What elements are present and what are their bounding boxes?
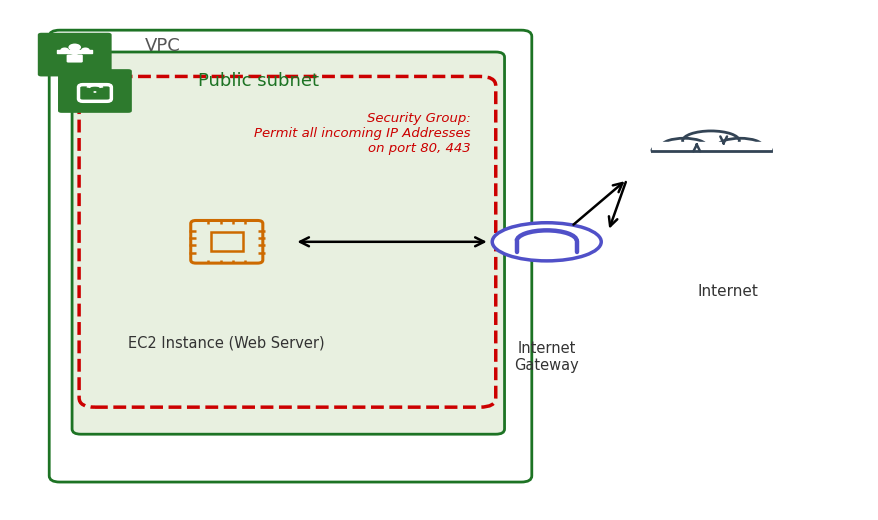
Text: VPC: VPC: [145, 37, 181, 55]
Ellipse shape: [661, 138, 706, 154]
FancyBboxPatch shape: [49, 30, 531, 482]
Ellipse shape: [651, 145, 684, 156]
FancyBboxPatch shape: [38, 33, 112, 76]
Ellipse shape: [492, 223, 601, 261]
Text: Public subnet: Public subnet: [198, 72, 319, 89]
Circle shape: [68, 44, 81, 51]
Ellipse shape: [682, 131, 738, 151]
Bar: [211, 232, 242, 251]
Text: EC2 Instance (Web Server): EC2 Instance (Web Server): [128, 335, 325, 350]
Text: Internet
Gateway: Internet Gateway: [514, 341, 579, 373]
Text: Security Group:
Permit all incoming IP Addresses
on port 80, 443: Security Group: Permit all incoming IP A…: [254, 112, 470, 155]
FancyBboxPatch shape: [67, 55, 83, 62]
FancyBboxPatch shape: [58, 69, 132, 113]
Text: Internet: Internet: [696, 284, 758, 298]
FancyBboxPatch shape: [72, 52, 504, 434]
Circle shape: [81, 47, 90, 53]
Ellipse shape: [738, 145, 771, 156]
Circle shape: [93, 91, 97, 93]
Circle shape: [61, 47, 69, 53]
Ellipse shape: [717, 138, 762, 154]
